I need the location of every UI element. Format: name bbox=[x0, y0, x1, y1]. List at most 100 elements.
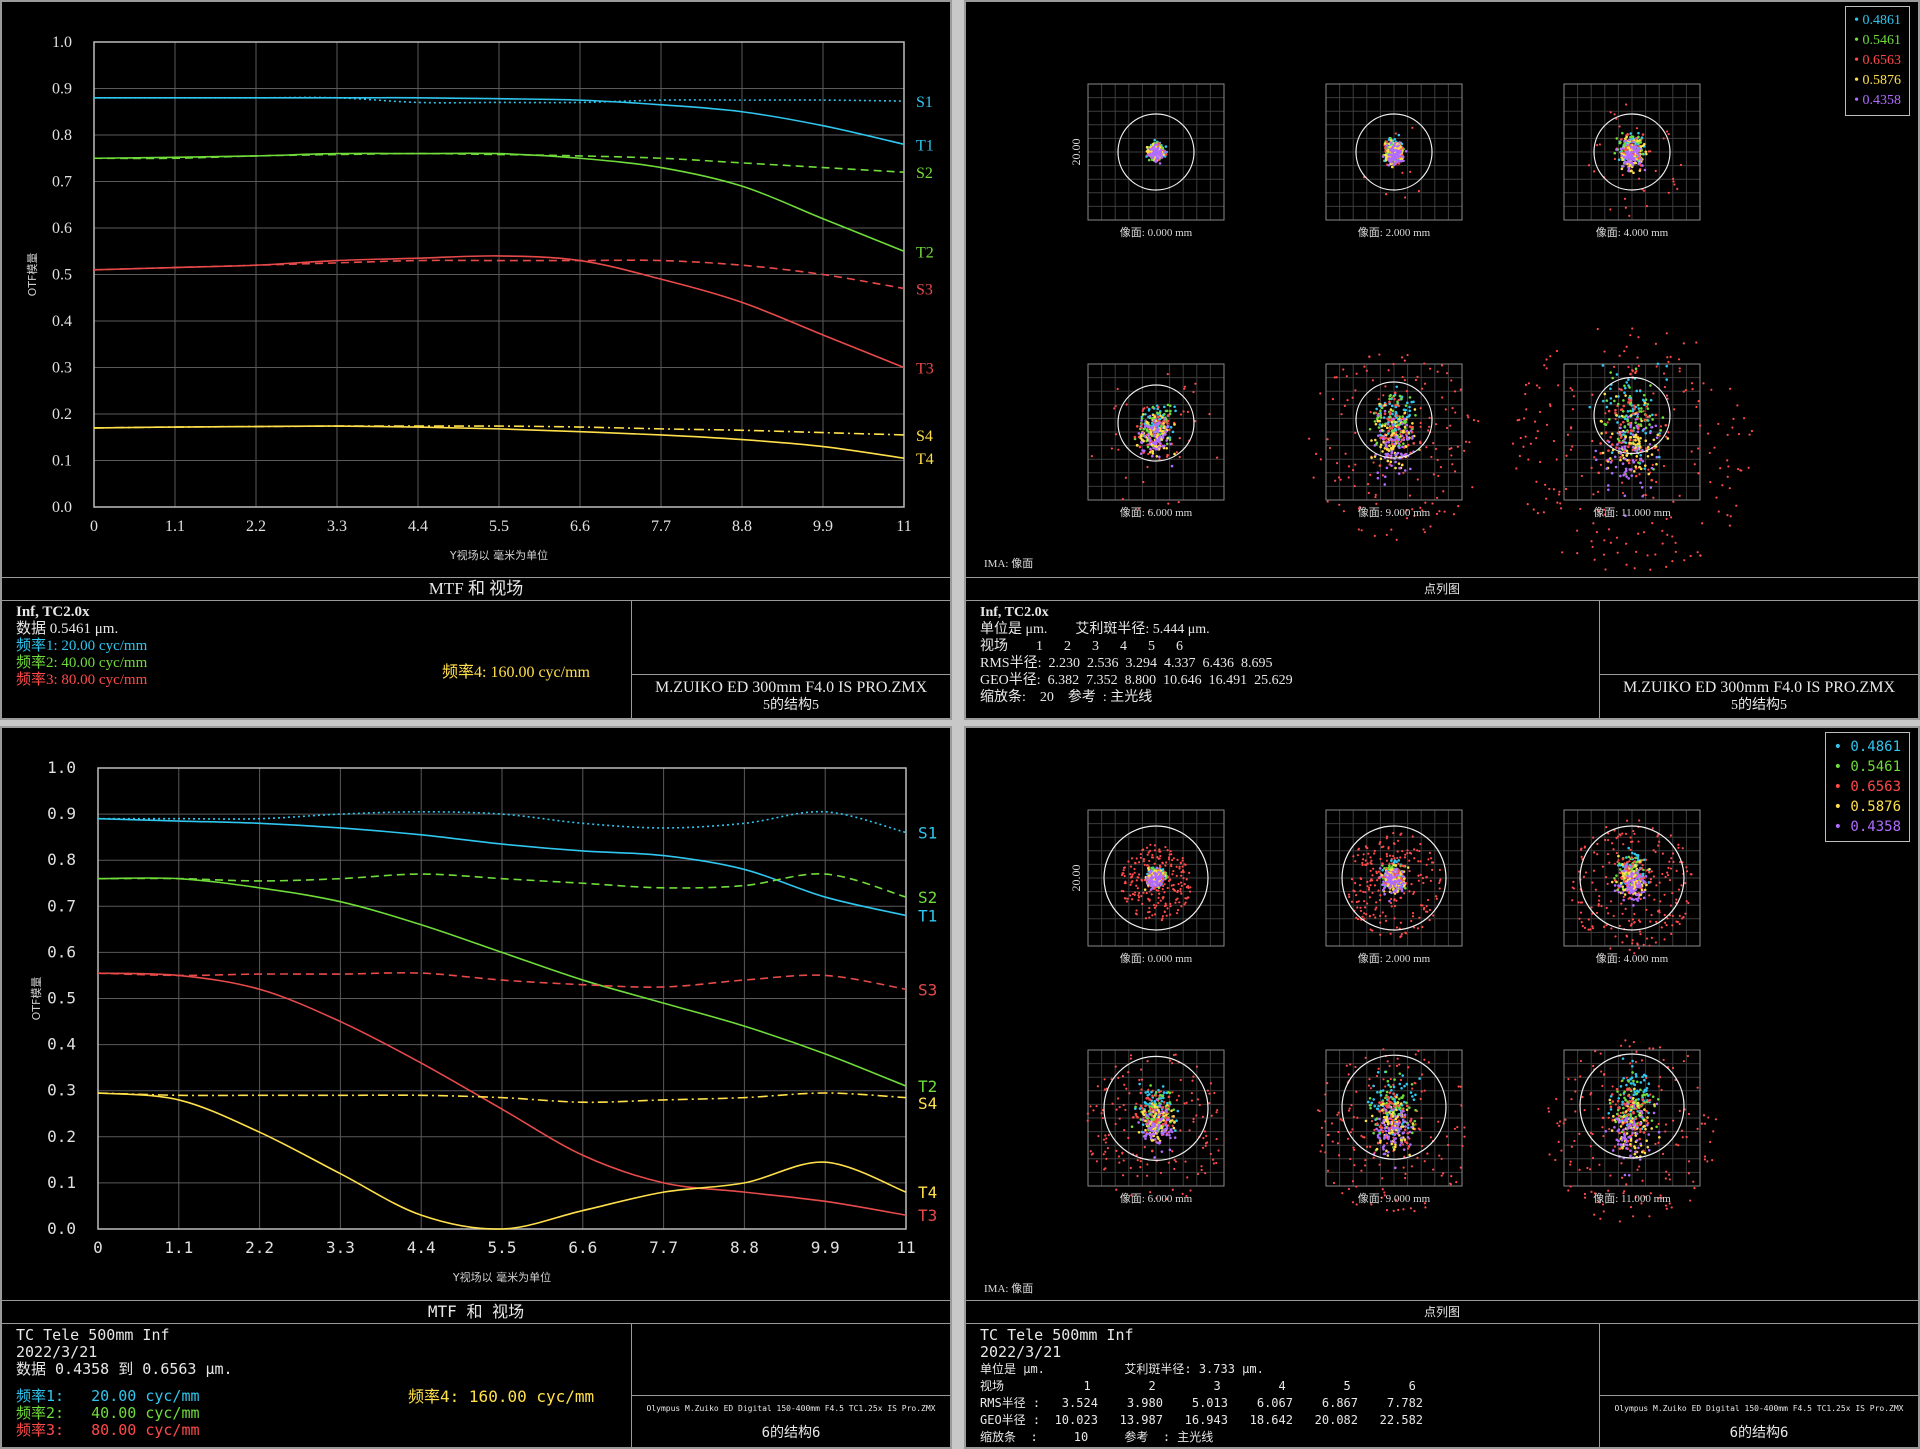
spot-point bbox=[1390, 397, 1393, 401]
spot-point bbox=[1679, 163, 1683, 167]
spot-point bbox=[1385, 859, 1389, 862]
spot-point bbox=[1156, 439, 1159, 443]
spot-point bbox=[1149, 430, 1153, 434]
spot-point bbox=[1621, 874, 1625, 878]
series-label-s4: S4 bbox=[918, 1094, 937, 1113]
y-tick-label: 0.2 bbox=[47, 1127, 76, 1146]
spot-point bbox=[1175, 912, 1179, 915]
spot-point bbox=[1626, 874, 1629, 878]
spot-point bbox=[1637, 880, 1641, 884]
spot-point bbox=[1216, 1108, 1219, 1112]
spot-point bbox=[1599, 463, 1603, 466]
spot-point bbox=[1183, 882, 1186, 886]
spot-point bbox=[1618, 125, 1621, 128]
spot-point bbox=[1616, 421, 1619, 424]
spot-point bbox=[1163, 891, 1166, 894]
spot-point bbox=[1104, 1167, 1107, 1170]
spot-point bbox=[1644, 398, 1648, 401]
spot-point bbox=[1373, 849, 1376, 852]
spot-point bbox=[1658, 881, 1661, 884]
spot-point bbox=[1155, 1197, 1158, 1200]
spot-point bbox=[1378, 423, 1382, 426]
spot-box bbox=[1087, 809, 1225, 947]
spot-point bbox=[1379, 445, 1382, 449]
spot-point bbox=[1374, 916, 1377, 919]
spot-point bbox=[1647, 445, 1650, 449]
y-tick-label: 0.5 bbox=[47, 989, 76, 1008]
info-line: 数据 0.5461 μm. bbox=[16, 621, 119, 637]
spot-point bbox=[1157, 901, 1160, 905]
spot-point bbox=[1105, 1137, 1108, 1140]
spot-point bbox=[1652, 849, 1655, 852]
spot-point bbox=[1154, 1091, 1158, 1094]
spot-point bbox=[1617, 395, 1620, 398]
spot-point bbox=[1618, 833, 1621, 836]
legend-marker-icon: • bbox=[1854, 13, 1863, 28]
y-axis-label: OTF模量 bbox=[30, 977, 43, 1021]
spot-point bbox=[1609, 435, 1612, 439]
spot-point bbox=[1393, 438, 1396, 442]
spot-point bbox=[1605, 924, 1608, 927]
spot-point bbox=[1405, 508, 1409, 512]
spot-point bbox=[1192, 1117, 1195, 1121]
spot-point bbox=[1136, 425, 1139, 428]
spot-point bbox=[1165, 409, 1169, 413]
spot-point bbox=[1159, 433, 1162, 436]
spot-point bbox=[1607, 488, 1610, 492]
spot-point bbox=[1673, 183, 1676, 186]
spot-point bbox=[1614, 935, 1617, 938]
spot-point bbox=[1576, 552, 1579, 555]
spot-point bbox=[1390, 165, 1394, 169]
series-label-t1: T1 bbox=[918, 907, 937, 926]
spot-point bbox=[1146, 872, 1149, 876]
spot-point bbox=[1566, 433, 1570, 436]
spot-point bbox=[1609, 541, 1612, 544]
spot-point bbox=[1399, 145, 1402, 149]
spot-point bbox=[1466, 414, 1469, 417]
spot-point bbox=[1168, 436, 1172, 440]
spot-point bbox=[1394, 466, 1397, 470]
spot-point bbox=[1146, 853, 1149, 856]
config-label: 6的结构6 bbox=[761, 1425, 821, 1441]
spot-point bbox=[1407, 431, 1410, 434]
spot-point bbox=[1648, 431, 1652, 435]
spot-point bbox=[1404, 149, 1408, 153]
spot-point bbox=[1643, 464, 1647, 467]
spot-point bbox=[1634, 367, 1638, 371]
spot-point bbox=[1173, 1158, 1176, 1162]
spot-point bbox=[1636, 860, 1639, 864]
spot-point bbox=[1369, 856, 1372, 859]
spot-point bbox=[1399, 856, 1402, 859]
spot-point bbox=[1163, 883, 1166, 886]
spot-point bbox=[1654, 424, 1658, 428]
spot-point bbox=[1146, 406, 1149, 409]
spot-point bbox=[1631, 409, 1635, 413]
spot-point bbox=[1395, 145, 1399, 148]
spot-point bbox=[1627, 461, 1631, 465]
spot-point bbox=[1406, 866, 1410, 869]
spot-point bbox=[1634, 371, 1637, 374]
spot-point bbox=[1672, 860, 1675, 863]
spot-point bbox=[1148, 906, 1151, 910]
spot-point bbox=[1656, 433, 1660, 437]
spot-point bbox=[1620, 414, 1624, 418]
spot-point bbox=[1166, 436, 1169, 440]
spot-point bbox=[1163, 412, 1166, 416]
spot-point bbox=[1123, 874, 1126, 878]
spot-point bbox=[1139, 856, 1142, 859]
spot-point bbox=[1636, 413, 1639, 416]
spot-point bbox=[1633, 860, 1636, 863]
spot-point bbox=[1190, 1099, 1194, 1102]
spot-point bbox=[1591, 545, 1594, 549]
spot-point bbox=[1624, 469, 1628, 473]
spot-point bbox=[1147, 1088, 1150, 1091]
spot-point bbox=[1389, 411, 1392, 414]
spot-point bbox=[1624, 435, 1628, 438]
spot-info-top: Inf, TC2.0x 单位是 μm. 艾利斑半径: 5.444 μm. 视场 … bbox=[966, 600, 1918, 718]
spot-point bbox=[1717, 422, 1720, 426]
spot-point bbox=[1388, 397, 1391, 401]
spot-point bbox=[1373, 444, 1377, 447]
spot-point bbox=[1141, 409, 1144, 413]
spot-point bbox=[1430, 857, 1433, 860]
spot-point bbox=[1701, 522, 1704, 525]
